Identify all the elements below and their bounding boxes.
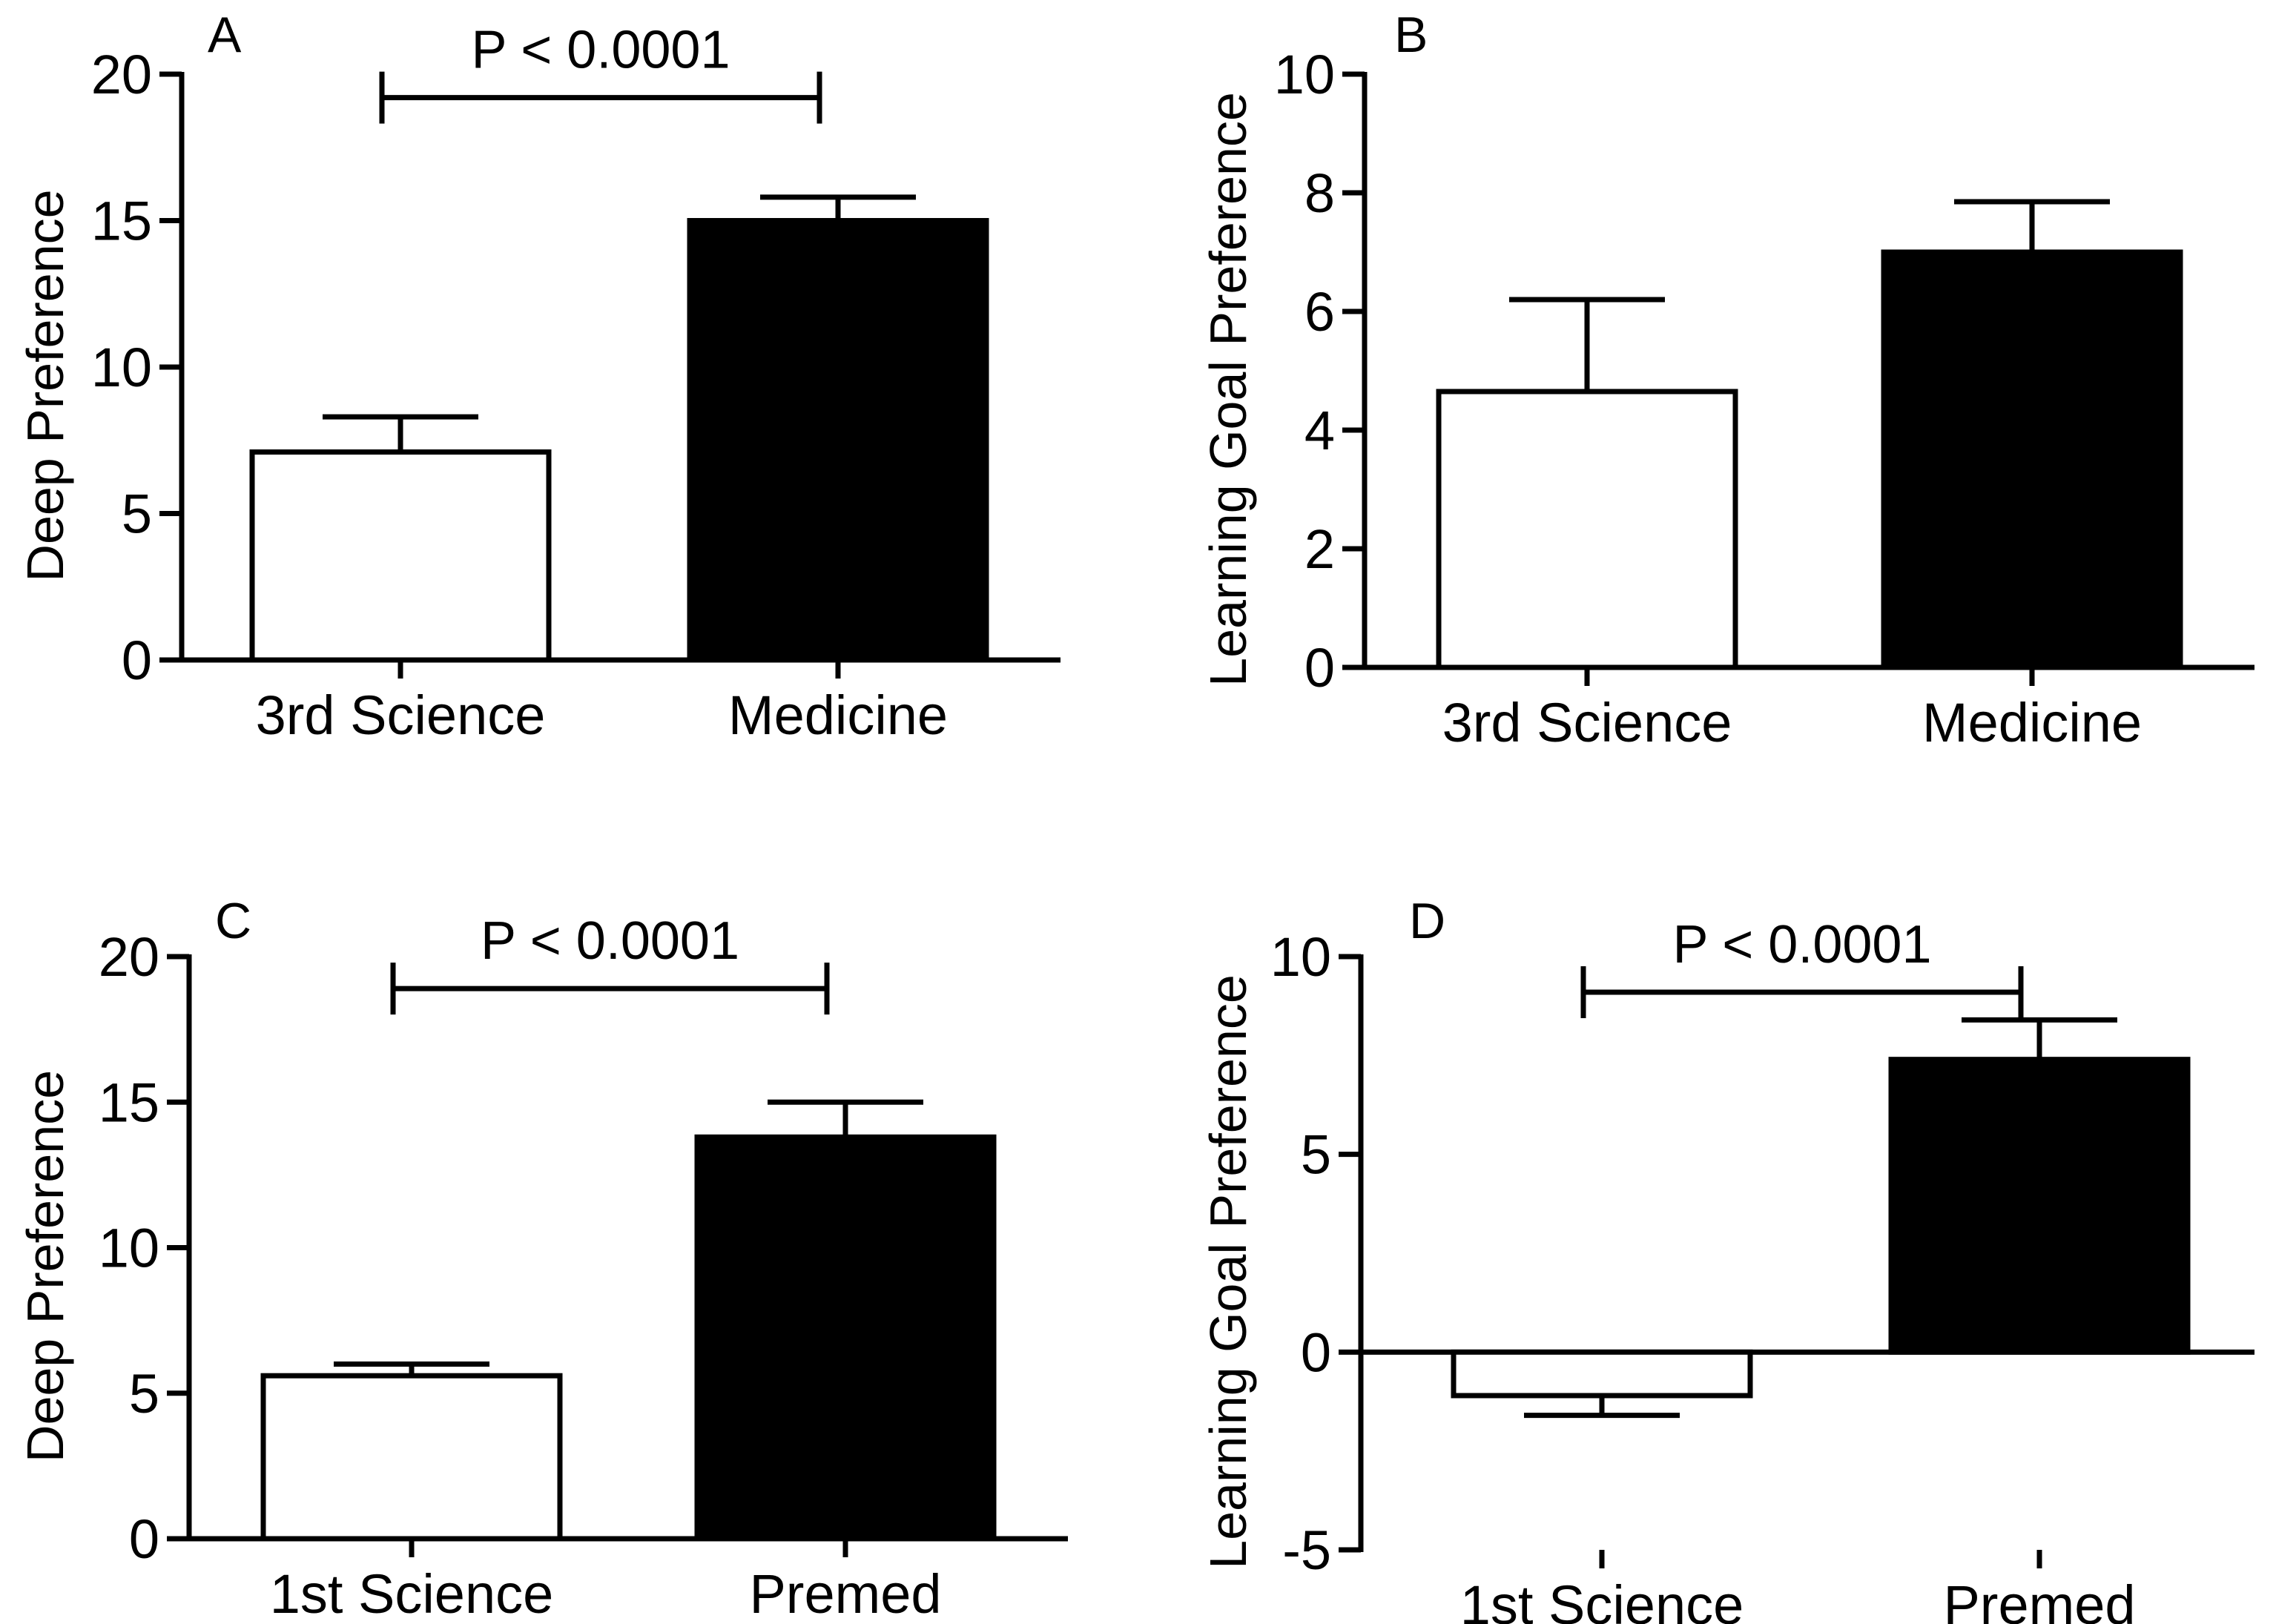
y-tick-label: 20 [99,926,159,988]
y-tick-label: 10 [1270,926,1331,988]
bar [687,218,989,663]
x-tick-label: 1st Science [1460,1574,1744,1624]
y-tick-label: 8 [1304,162,1335,224]
y-tick-label: 5 [1301,1124,1331,1186]
y-tick-label: 6 [1304,281,1335,343]
panel-label: D [1409,893,1445,949]
bar [260,1373,563,1542]
y-tick-label: 10 [1274,44,1335,105]
y-axis-title: Learning Goal Preference [1199,92,1257,687]
x-tick-label: 1st Science [270,1563,554,1624]
y-tick-label: 0 [1301,1321,1331,1383]
bar [694,1134,997,1542]
y-tick-label: 5 [129,1363,159,1425]
y-tick-label: 10 [99,1218,159,1279]
x-tick-label: 3rd Science [256,684,546,746]
bar [1451,1349,1753,1399]
y-tick-label: 0 [1304,637,1335,699]
y-tick-label: 2 [1304,518,1335,580]
x-tick-label: 3rd Science [1442,692,1732,753]
y-axis-title: Deep Preference [16,189,74,581]
panel-label: C [215,893,251,949]
y-tick-label: 0 [122,630,152,691]
y-axis-title: Deep Preference [16,1070,74,1462]
panel-a: 0 5 10 15 20 3rd Science Medicine Deep Preferen… [16,7,1061,746]
y-tick-label: 10 [91,337,152,398]
y-tick-label: 5 [122,483,152,545]
bar [249,449,552,663]
significance-label: P < 0.0001 [1673,915,1932,974]
panel-d: -5 0 5 10 1st Science Premed Learning Goal Pre… [1199,893,2254,1624]
panel-label: A [208,7,242,63]
y-tick-label: -5 [1282,1519,1331,1581]
y-tick-label: 0 [129,1508,159,1570]
y-tick-label: 4 [1304,400,1335,461]
significance-label: P < 0.0001 [472,21,730,80]
y-tick-label: 15 [99,1072,159,1133]
y-axis-title: Learning Goal Preference [1199,974,1257,1569]
x-tick-label: Medicine [1922,692,2142,753]
bar [1881,249,2183,670]
panel-c: 0 5 10 15 20 1st Science Premed Deep Preference… [16,893,1068,1624]
panel-b: 0 2 4 6 8 10 3rd Science Medicine Learning Goal … [1199,7,2254,753]
significance-label: P < 0.0001 [481,911,739,971]
x-tick-label: Premed [1943,1574,2135,1624]
y-tick-label: 20 [91,44,152,105]
x-tick-label: Medicine [728,684,948,746]
panel-label: B [1394,7,1428,63]
y-tick-label: 15 [91,191,152,252]
x-tick-label: Premed [749,1563,941,1624]
bar [1436,389,1738,670]
bar [1888,1057,2191,1355]
